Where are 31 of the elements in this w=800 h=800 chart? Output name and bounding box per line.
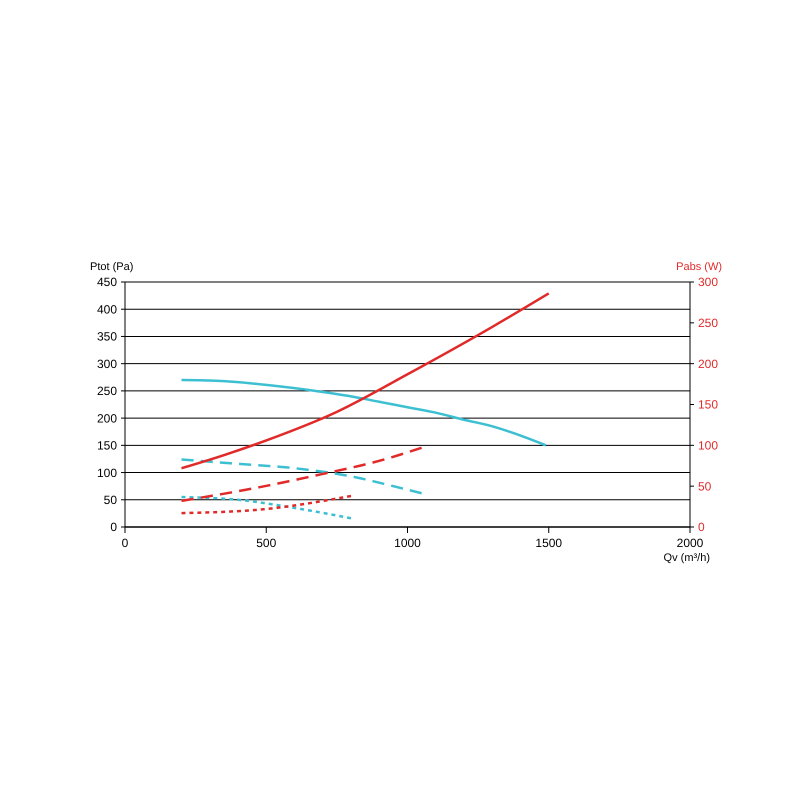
line-series bbox=[180, 378, 548, 447]
y-tick-label: 400 bbox=[96, 302, 118, 316]
x-tick-label: 1000 bbox=[394, 536, 422, 550]
line-series bbox=[180, 496, 352, 520]
y2-axis-title: Pabs (W) bbox=[676, 261, 722, 273]
y-tick-label: 350 bbox=[96, 330, 118, 344]
y2-tick-label: 200 bbox=[698, 356, 718, 371]
y2-tick-label: 50 bbox=[698, 479, 712, 494]
line-series bbox=[180, 458, 423, 494]
x-axis-title: Qv (m³/h) bbox=[664, 552, 710, 564]
y-axis-title: Ptot (Pa) bbox=[90, 261, 134, 273]
x-tick-label: 500 bbox=[256, 536, 277, 550]
y2-tick-label: 300 bbox=[698, 275, 718, 290]
y2-tick-label: 0 bbox=[698, 520, 705, 534]
y-tick-label: 250 bbox=[96, 384, 118, 398]
y-tick-label: 50 bbox=[104, 492, 118, 507]
line-series bbox=[180, 292, 550, 470]
x-tick-label: 2000 bbox=[676, 536, 704, 550]
y2-tick-label: 150 bbox=[698, 398, 718, 412]
y-tick-label: 0 bbox=[110, 520, 118, 534]
y-tick-label: 100 bbox=[96, 466, 118, 480]
y-tick-label: 200 bbox=[96, 411, 118, 426]
y-tick-label: 150 bbox=[96, 438, 118, 453]
x-tick-label: 1500 bbox=[535, 536, 562, 550]
y-tick-label: 300 bbox=[96, 356, 118, 371]
x-tick-label: 0 bbox=[122, 536, 129, 550]
line-series bbox=[180, 494, 352, 514]
line-series bbox=[180, 446, 423, 502]
y-tick-label: 450 bbox=[96, 275, 118, 290]
y2-tick-label: 100 bbox=[698, 438, 718, 453]
y2-tick-label: 250 bbox=[698, 316, 718, 330]
